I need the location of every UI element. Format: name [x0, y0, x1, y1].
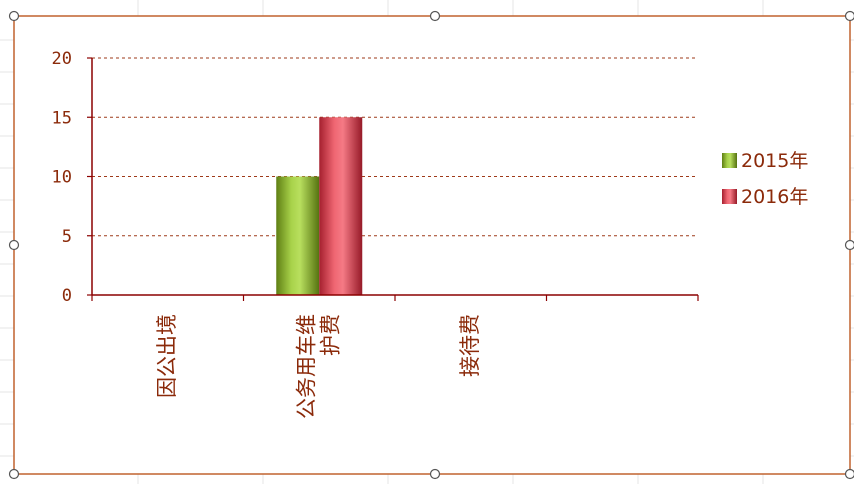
selection-handle-icon[interactable] [429, 10, 441, 22]
y-tick-label: 0 [62, 286, 72, 306]
legend[interactable]: 2015年 2016年 [722, 150, 808, 208]
selection-handle-icon[interactable] [8, 10, 20, 22]
legend-swatch-2015 [722, 153, 737, 168]
x-category-label: 因公出境 [155, 314, 179, 398]
y-tick-label: 15 [52, 108, 72, 128]
x-category-label: 护费 [318, 314, 342, 356]
gridlines [92, 57, 698, 237]
selection-handle-icon[interactable] [8, 239, 20, 251]
chart-area-border[interactable] [13, 15, 851, 475]
y-tick-label: 20 [52, 49, 72, 69]
selection-handle-icon[interactable] [429, 468, 441, 480]
y-tick-label: 10 [52, 168, 72, 188]
legend-label: 2015年 [741, 150, 808, 172]
y-tick-label: 5 [62, 227, 72, 247]
selection-handle-icon[interactable] [844, 468, 854, 480]
selection-handles[interactable] [8, 10, 854, 480]
bar-2016[interactable] [319, 117, 363, 295]
selection-handle-icon[interactable] [844, 239, 854, 251]
legend-label: 2016年 [741, 186, 808, 208]
bar-2015[interactable] [276, 176, 320, 296]
selection-handle-icon[interactable] [844, 10, 854, 22]
bars [276, 117, 363, 296]
legend-swatch-2016 [722, 189, 737, 204]
x-category-label: 接待费 [458, 314, 482, 377]
axes [87, 57, 699, 301]
x-category-label: 公务用车维 [294, 314, 318, 419]
y-axis-tick-labels: 0 5 10 15 20 [52, 49, 72, 306]
x-axis-category-labels: 因公出境 公务用车维 护费 接待费 [155, 314, 482, 419]
selection-handle-icon[interactable] [8, 468, 20, 480]
